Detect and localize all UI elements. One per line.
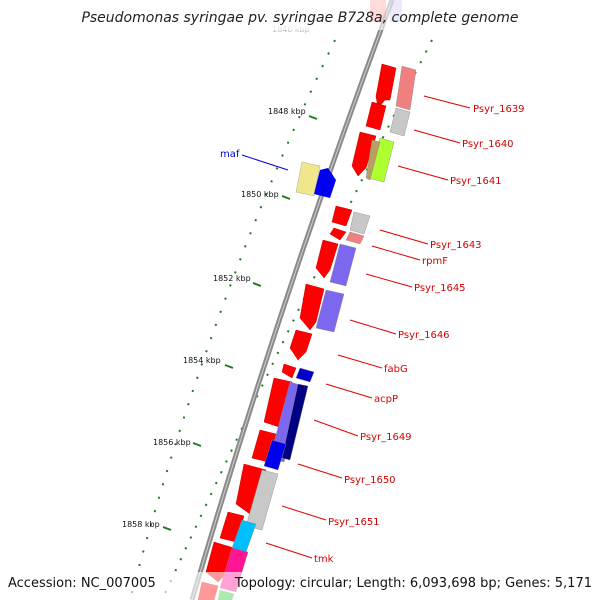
gene-label-tmk: tmk bbox=[314, 554, 334, 565]
gene-psyr-1647-arrow bbox=[289, 329, 313, 361]
gene-label-maf: maf bbox=[220, 149, 240, 160]
gene-label-fabg: fabG bbox=[384, 364, 408, 375]
kbp-ticks bbox=[162, 115, 318, 531]
box-psyr-1643 bbox=[349, 211, 371, 235]
box-psyr-1650-blue bbox=[263, 439, 287, 471]
box-acpp bbox=[295, 367, 315, 383]
reverse-features bbox=[217, 65, 417, 600]
gene-psyr-1646-arrow bbox=[299, 283, 325, 331]
box-psyr-1650 bbox=[245, 469, 279, 531]
gene-psyr-1640-arrow bbox=[365, 101, 387, 131]
map-title: Pseudomonas syringae pv. syringae B728a,… bbox=[81, 10, 518, 26]
gene-label-psyr-1639: Psyr_1639 bbox=[473, 104, 525, 115]
box-psyr-1645 bbox=[329, 243, 357, 287]
kbp-label-1852: 1852 kbp bbox=[213, 274, 251, 283]
box-psyr-1639 bbox=[395, 65, 417, 111]
gene-label-psyr-1651: Psyr_1651 bbox=[328, 517, 380, 528]
genome-backbone bbox=[189, 0, 395, 600]
box-psyr-1640 bbox=[389, 107, 411, 137]
gene-fabg-arrow bbox=[281, 363, 297, 379]
gene-label-psyr-1646: Psyr_1646 bbox=[398, 330, 450, 341]
gene-label-psyr-1643: Psyr_1643 bbox=[430, 240, 482, 251]
box-psyr-1646 bbox=[315, 289, 345, 333]
gene-label-psyr-1649: Psyr_1649 bbox=[360, 432, 412, 443]
kbp-label-1850: 1850 kbp bbox=[241, 190, 279, 199]
gene-label-psyr-1645: Psyr_1645 bbox=[414, 283, 466, 294]
gene-psyr-1645-arrow bbox=[315, 239, 339, 279]
gene-label-psyr-1641: Psyr_1641 bbox=[450, 176, 502, 187]
maf-leader-line bbox=[241, 154, 289, 171]
gene-label-psyr-1640: Psyr_1640 bbox=[462, 139, 514, 150]
kbp-label-1856: 1856 kbp bbox=[153, 438, 191, 447]
footer-backdrop bbox=[0, 572, 600, 600]
gene-psyr-1639-arrow bbox=[375, 63, 397, 109]
kbp-label-1858: 1858 kbp bbox=[122, 520, 160, 529]
maf-feature bbox=[295, 161, 336, 198]
outer-tick-ring bbox=[161, 39, 433, 600]
label-leader-lines bbox=[265, 95, 471, 559]
box-psyr-1649-navy bbox=[281, 383, 309, 461]
box-rpmf bbox=[345, 231, 365, 245]
title-backdrop bbox=[0, 0, 600, 30]
box-psyr-1641-edge bbox=[365, 139, 381, 181]
gene-psyr-1641-arrow bbox=[351, 131, 377, 177]
gene-psyr-1643-arrow bbox=[331, 205, 353, 227]
gene-rpmf-arrow bbox=[329, 227, 347, 241]
gene-label-acpp: acpP bbox=[374, 394, 398, 405]
kbp-label-1848: 1848 kbp bbox=[268, 107, 306, 116]
kbp-label-1854: 1854 kbp bbox=[183, 356, 221, 365]
accession-text: Accession: NC_007005 bbox=[8, 576, 156, 591]
genome-summary-text: Topology: circular; Length: 6,093,698 bp… bbox=[234, 576, 592, 591]
gene-label-psyr-1650: Psyr_1650 bbox=[344, 475, 396, 486]
gene-label-rpmf: rpmF bbox=[422, 256, 448, 267]
